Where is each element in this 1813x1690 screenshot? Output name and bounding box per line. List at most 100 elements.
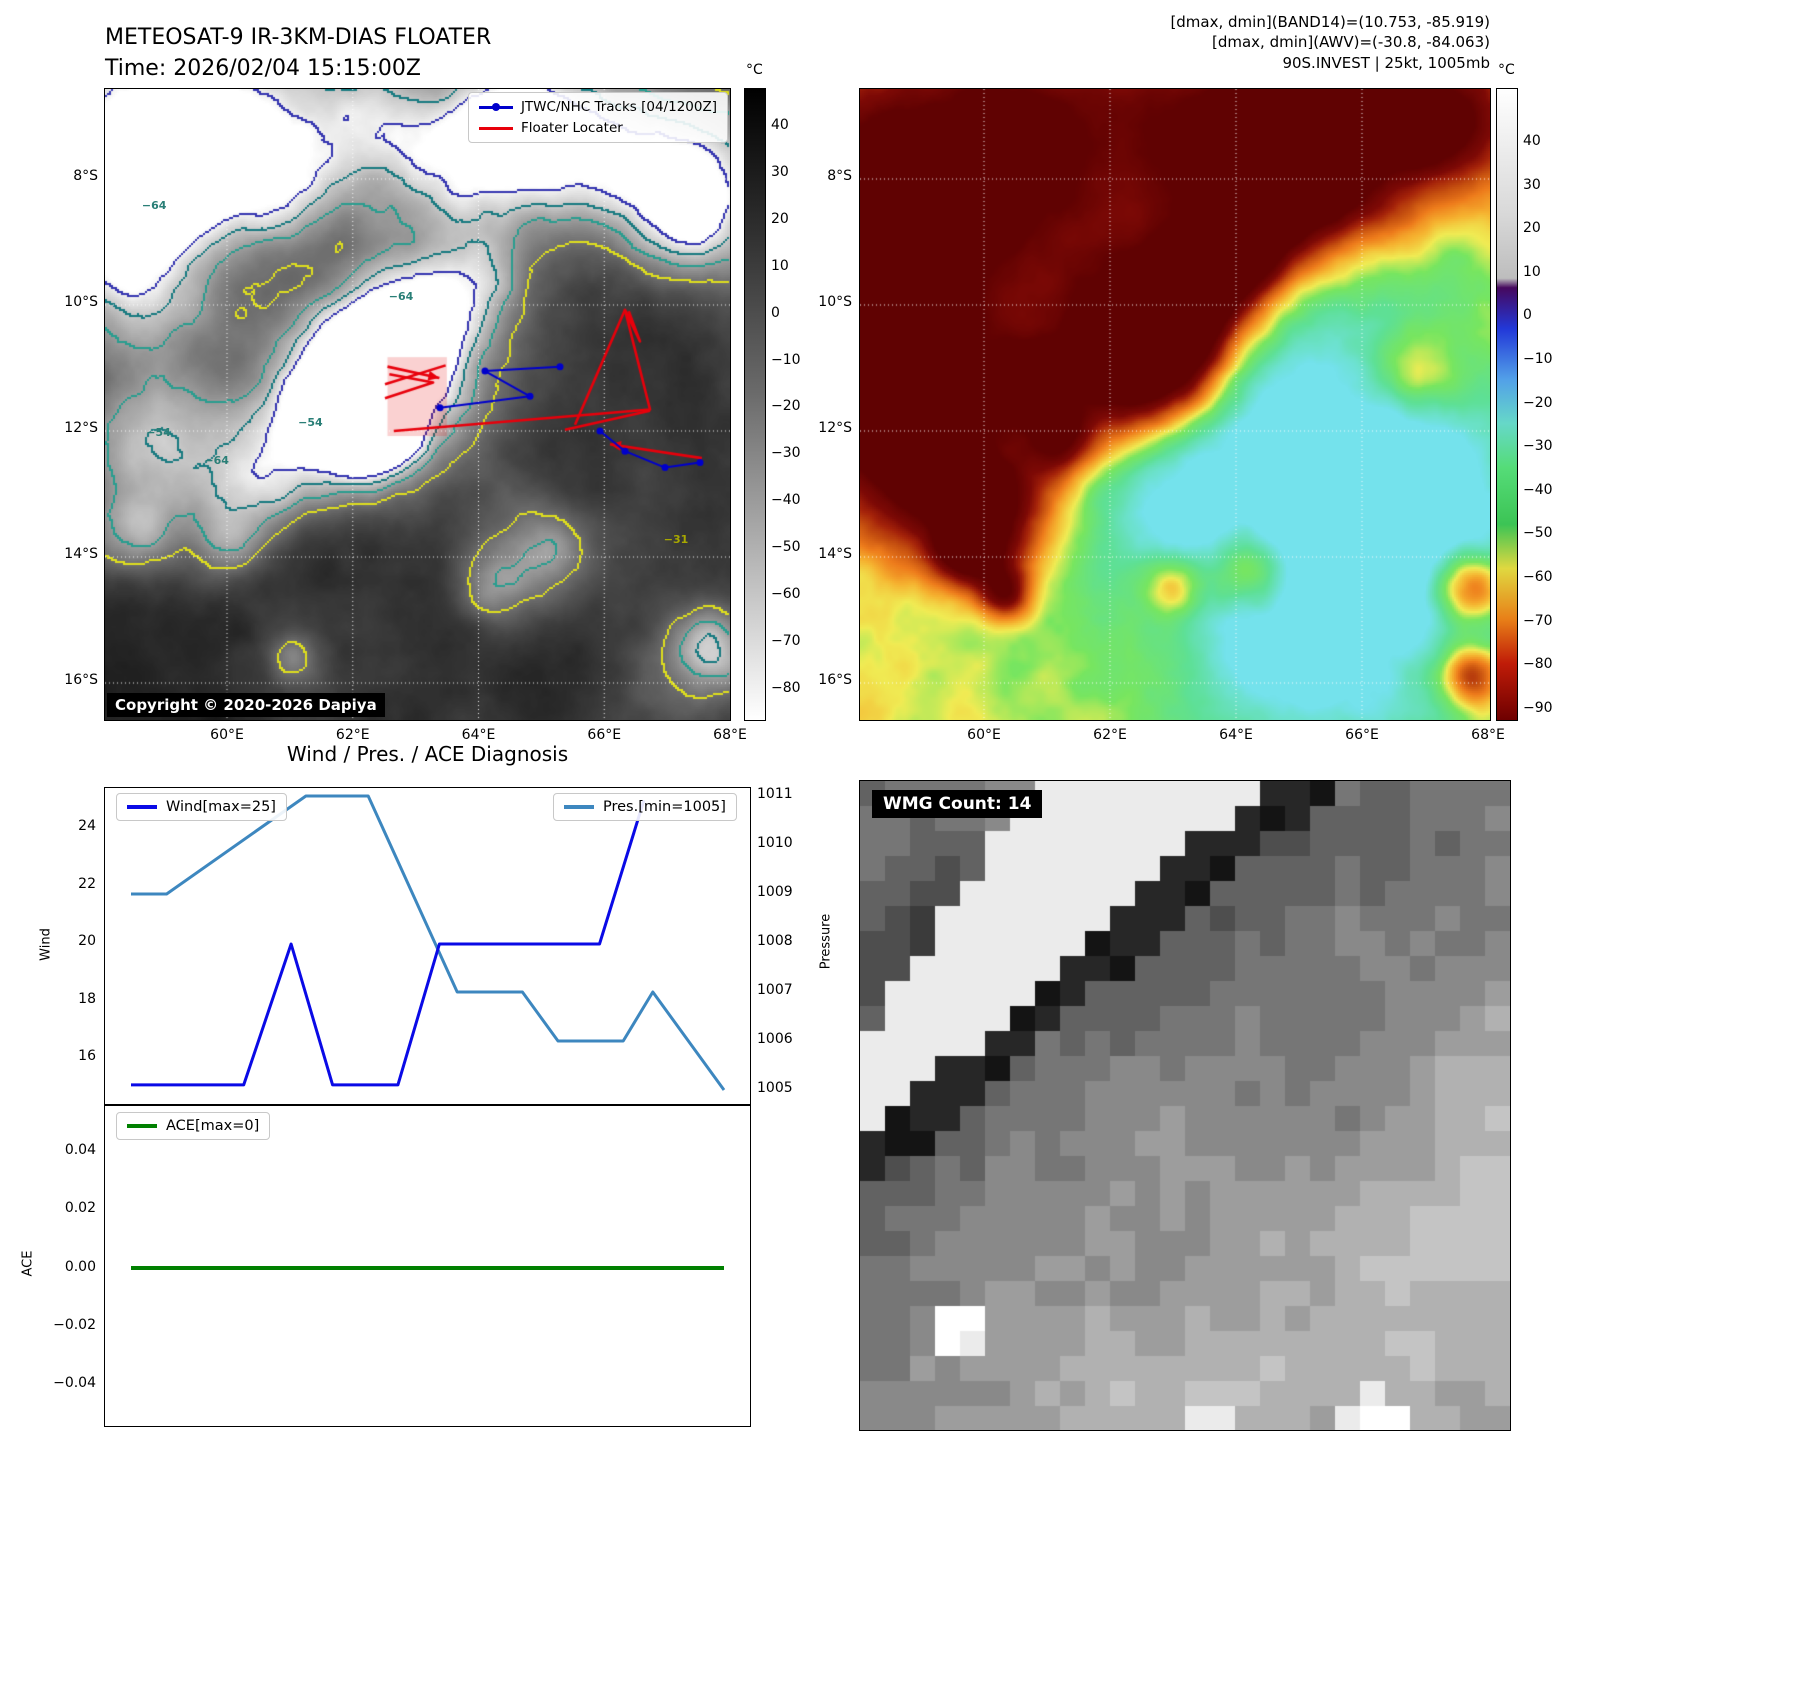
colorbar-tick-label: −80 [771, 679, 801, 696]
pres-legend-label: Pres.[min=1005] [603, 799, 726, 815]
enhanced-colorbar-gradient [1497, 89, 1517, 720]
lon-tick-label: 60°E [967, 727, 1001, 743]
lat-tick-label: 10°S [818, 294, 852, 310]
lon-tick-label: 62°E [1093, 727, 1127, 743]
wind-tick-label: 20 [78, 933, 96, 949]
wind-tick-label: 24 [78, 818, 96, 834]
legend-row-jtwc: JTWC/NHC Tracks [04/1200Z] [478, 99, 717, 115]
colorbar-tick-label: −60 [1523, 569, 1553, 585]
ir-colorbar [744, 88, 766, 721]
lat-tick-label: 14°S [64, 546, 98, 562]
ace-axis-label: ACE [20, 1250, 36, 1277]
contour-value-label: −64 [388, 290, 414, 304]
lat-tick-label: 10°S [64, 294, 98, 310]
enhanced-colorbar [1496, 88, 1518, 721]
ace-tick-label: −0.04 [53, 1375, 96, 1391]
colorbar-tick-label: −20 [771, 398, 801, 415]
ir-title-block: METEOSAT-9 IR-3KM-DIAS FLOATER Time: 202… [105, 22, 491, 84]
colorbar-tick-label: −80 [1523, 656, 1553, 673]
colorbar-tick-label: 20 [771, 210, 789, 227]
wind-line [131, 799, 646, 1087]
colorbar-tick-label: −50 [1523, 525, 1553, 542]
pressure-tick-label: 1011 [757, 786, 793, 802]
ace-tick-label: −0.02 [53, 1316, 96, 1333]
colorbar-tick-label: −10 [1523, 351, 1553, 367]
floater-legend-label: Floater Locater [520, 120, 623, 136]
colorbar-tick-label: −70 [771, 632, 801, 649]
pressure-tick-label: 1009 [757, 884, 793, 900]
lon-tick-label: 64°E [1219, 727, 1253, 743]
ir-satellite-canvas [105, 89, 730, 720]
lon-tick-label: 62°E [335, 727, 370, 743]
lat-tick-label: 8°S [73, 168, 98, 184]
colorbar-tick-label: 0 [771, 304, 780, 321]
colorbar-tick-label: 20 [1523, 220, 1541, 237]
wind-legend: Wind[max=25] [116, 793, 287, 821]
colorbar-tick-label: −30 [1523, 438, 1553, 455]
colorbar-tick-label: 10 [771, 257, 789, 274]
pressure-axis-label: Pressure [818, 913, 834, 970]
enhanced-map-panel [859, 88, 1491, 721]
ace-legend-label: ACE[max=0] [166, 1118, 260, 1134]
wmg-canvas [860, 781, 1510, 1430]
lat-tick-label: 16°S [64, 672, 98, 688]
lon-tick-label: 68°E [713, 727, 747, 743]
colorbar-tick-label: 40 [1523, 133, 1541, 149]
floater-line-icon [478, 123, 513, 133]
colorbar-tick-label: −70 [1523, 612, 1553, 629]
colorbar-tick-label: 10 [1523, 263, 1541, 280]
dmax-awv-text: [dmax, dmin](AWV)=(-30.8, -84.063) [1211, 33, 1490, 52]
lon-tick-label: 64°E [461, 727, 496, 743]
lat-tick-label: 14°S [818, 546, 852, 562]
colorbar-tick-label: −40 [771, 492, 801, 509]
diagnosis-title: Wind / Pres. / ACE Diagnosis [286, 742, 569, 766]
colorbar-tick-label: −30 [771, 445, 801, 462]
storm-info-text: 90S.INVEST | 25kt, 1005mb [1282, 53, 1490, 72]
ir-time: Time: 2026/02/04 15:15:00Z [105, 56, 421, 82]
pres-legend: Pres.[min=1005] [553, 793, 737, 821]
wmg-count-badge: WMG Count: 14 [872, 790, 1043, 818]
ir-map-panel: JTWC/NHC Tracks [04/1200Z] Floater Locat… [104, 88, 731, 721]
wind-tick-label: 18 [78, 990, 96, 1007]
pressure-tick-label: 1010 [757, 835, 793, 851]
wind-legend-label: Wind[max=25] [166, 799, 276, 815]
ace-chart [104, 1105, 751, 1427]
enhanced-colorbar-unit: °C [1498, 62, 1515, 78]
wind-pressure-chart [104, 787, 751, 1105]
enhanced-satellite-canvas [860, 89, 1490, 720]
lat-tick-label: 12°S [818, 420, 852, 436]
pressure-tick-label: 1007 [757, 982, 793, 998]
contour-value-label: −54 [298, 416, 323, 430]
pressure-line-icon [564, 805, 594, 809]
wind-line-icon [127, 805, 157, 809]
contour-value-label: −31 [663, 533, 689, 547]
colorbar-tick-label: −50 [771, 539, 801, 556]
colorbar-tick-label: −90 [1523, 699, 1553, 716]
ace-tick-label: 0.02 [64, 1200, 96, 1217]
colorbar-tick-label: −10 [771, 351, 801, 368]
wind-tick-label: 22 [78, 875, 96, 892]
wind-tick-label: 16 [78, 1048, 96, 1064]
enh-header-block: [dmax, dmin](BAND14)=(10.753, -85.919) [… [990, 12, 1490, 73]
ir-colorbar-unit: °C [746, 62, 763, 78]
colorbar-tick-label: 30 [771, 163, 789, 180]
colorbar-tick-label: −40 [1523, 481, 1553, 498]
contour-value-label: −64 [204, 454, 229, 468]
ace-line-icon [127, 1124, 157, 1128]
ir-colorbar-gradient [745, 89, 765, 720]
wind-axis-label: Wind [38, 928, 54, 961]
colorbar-tick-label: 30 [1523, 176, 1541, 193]
contour-value-label: −54 [146, 425, 171, 439]
lon-tick-label: 68°E [1471, 727, 1505, 743]
ace-tick-label: 0.04 [64, 1142, 96, 1158]
lat-tick-label: 16°S [818, 672, 852, 688]
colorbar-tick-label: −60 [771, 586, 801, 602]
jtwc-tracks-legend-label: JTWC/NHC Tracks [04/1200Z] [520, 99, 717, 115]
map-legend: JTWC/NHC Tracks [04/1200Z] Floater Locat… [467, 92, 728, 143]
lat-tick-label: 8°S [827, 168, 852, 184]
copyright-badge: Copyright © 2020-2026 Dapiya [107, 693, 385, 717]
colorbar-tick-label: −20 [1523, 394, 1553, 411]
lon-tick-label: 66°E [1345, 727, 1379, 743]
ace-tick-label: 0.00 [64, 1258, 96, 1275]
